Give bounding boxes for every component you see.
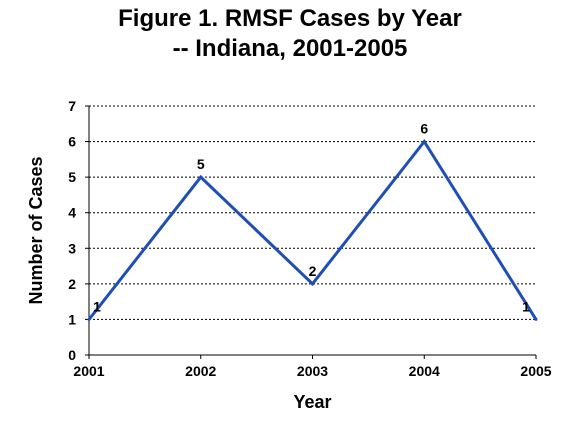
x-tick-label-2002: 2002 <box>185 363 216 379</box>
x-tick-label-2003: 2003 <box>297 363 328 379</box>
data-point-2003 <box>311 282 314 286</box>
x-tick-label-2001: 2001 <box>73 363 104 379</box>
data-point-2001 <box>87 317 91 321</box>
x-axis-label: Year <box>293 392 331 412</box>
y-tick-labels: 0 1 2 3 4 5 6 7 <box>68 98 76 363</box>
data-point-2002 <box>199 175 203 179</box>
y-tick-label-1: 1 <box>68 311 76 327</box>
data-label-2004: 6 <box>420 121 428 137</box>
data-point-2004 <box>422 140 426 144</box>
data-label-2001: 1 <box>93 298 101 314</box>
y-tick-label-3: 3 <box>68 240 76 256</box>
y-tick-label-2: 2 <box>68 276 76 292</box>
data-labels: 1 5 2 6 1 <box>93 121 530 315</box>
y-tick-label-0: 0 <box>68 347 76 363</box>
x-tick-label-2004: 2004 <box>409 363 440 379</box>
x-tick-label-2005: 2005 <box>520 363 551 379</box>
y-tick-label-7: 7 <box>68 98 76 114</box>
x-tick-labels: 2001 2002 2003 2004 2005 <box>73 363 551 379</box>
data-point-2005 <box>534 317 538 321</box>
data-label-2002: 5 <box>197 156 205 172</box>
chart-title-line-2: -- Indiana, 2001-2005 <box>172 35 408 62</box>
data-label-2003: 2 <box>309 263 317 279</box>
axes <box>85 105 537 359</box>
y-tick-label-4: 4 <box>68 205 76 221</box>
chart-title-line-1: Figure 1. RMSF Cases by Year <box>118 5 462 32</box>
series-line <box>87 138 538 321</box>
y-axis-label: Number of Cases <box>26 156 46 304</box>
gridlines <box>89 105 536 320</box>
y-tick-label-5: 5 <box>68 169 76 185</box>
series-cases <box>87 138 538 321</box>
data-label-2005: 1 <box>522 298 530 314</box>
y-tick-label-6: 6 <box>68 134 76 150</box>
